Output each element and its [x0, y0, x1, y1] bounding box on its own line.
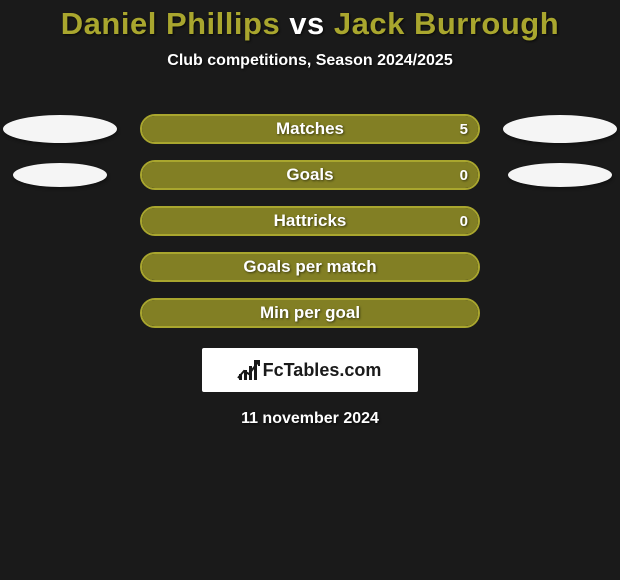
stat-bar: Min per goal [140, 298, 480, 328]
title-player-left: Daniel Phillips [61, 6, 280, 41]
stat-bar: Matches5 [140, 114, 480, 144]
page-title: Daniel Phillips vs Jack Burrough [0, 0, 620, 42]
stat-label: Goals [142, 165, 478, 185]
title-player-right: Jack Burrough [334, 6, 559, 41]
stat-value-right: 0 [460, 213, 468, 230]
stat-label: Goals per match [142, 257, 478, 277]
stat-bar: Hattricks0 [140, 206, 480, 236]
ellipse-left [3, 115, 117, 143]
stat-label: Hattricks [142, 211, 478, 231]
stat-row: Goals per match [0, 252, 620, 282]
stat-label: Min per goal [142, 303, 478, 323]
stat-value-right: 5 [460, 121, 468, 138]
stat-value-right: 0 [460, 167, 468, 184]
stat-label: Matches [142, 119, 478, 139]
stat-row: Matches5 [0, 114, 620, 144]
date-text: 11 november 2024 [0, 410, 620, 428]
stat-row: Min per goal [0, 298, 620, 328]
title-vs: vs [280, 6, 334, 41]
ellipse-left [13, 163, 107, 187]
logo-box: FcTables.com [202, 348, 418, 392]
stat-bar: Goals per match [140, 252, 480, 282]
ellipse-right [508, 163, 612, 187]
subtitle: Club competitions, Season 2024/2025 [0, 52, 620, 70]
stat-row: Hattricks0 [0, 206, 620, 236]
logo-chart-icon [239, 360, 257, 380]
stat-bar: Goals0 [140, 160, 480, 190]
ellipse-right [503, 115, 617, 143]
stats-area: Matches5Goals0Hattricks0Goals per matchM… [0, 114, 620, 328]
logo-text: FcTables.com [263, 360, 382, 381]
stat-row: Goals0 [0, 160, 620, 190]
